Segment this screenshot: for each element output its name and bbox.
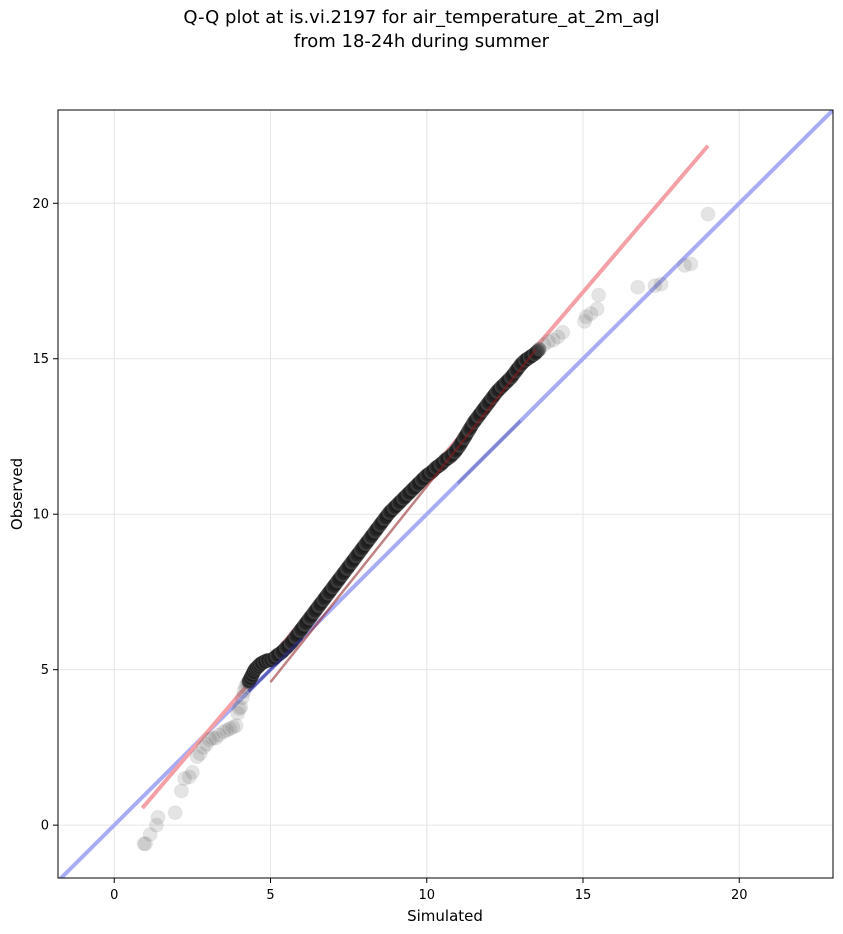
data-point <box>195 739 211 755</box>
y-tick-label: 20 <box>32 197 49 212</box>
data-point <box>653 276 669 292</box>
data-point <box>181 769 197 785</box>
x-tick-label: 10 <box>418 888 435 903</box>
chart-subtitle-line: from 18-24h during summer <box>293 31 550 52</box>
y-axis-label: Observed <box>8 458 26 530</box>
fit-line-overlay <box>269 348 538 683</box>
data-point <box>541 334 557 350</box>
y-tick-label: 5 <box>41 663 49 678</box>
reference-lines <box>58 110 833 878</box>
identity-line <box>58 110 833 878</box>
data-point <box>583 306 599 322</box>
data-point <box>177 771 193 787</box>
data-point <box>184 764 200 780</box>
data-point <box>202 732 218 748</box>
data-point <box>230 705 246 721</box>
data-point <box>198 736 214 752</box>
data-point <box>225 719 241 735</box>
data-point <box>545 332 561 348</box>
data-point <box>142 826 158 842</box>
data-point <box>536 337 552 353</box>
identity-line-overlay <box>456 419 522 485</box>
y-axis-ticks: 0 5 10 15 20 <box>32 197 58 834</box>
x-axis-ticks: 0 5 10 15 20 <box>110 878 748 903</box>
data-point <box>219 722 235 738</box>
data-points <box>136 206 716 852</box>
data-point <box>231 701 247 717</box>
data-point <box>222 721 238 737</box>
plot-frame <box>57 109 834 879</box>
data-point <box>683 256 699 272</box>
x-tick-label: 5 <box>266 888 274 903</box>
data-point <box>150 809 166 825</box>
chart-title: Q-Q plot at is.vi.2197 for air_temperatu… <box>0 6 843 54</box>
overlay-lines <box>247 348 538 693</box>
y-tick-label: 10 <box>32 508 49 523</box>
data-point <box>233 699 249 715</box>
data-point <box>216 724 232 740</box>
data-point <box>136 836 152 852</box>
y-tick-label: 15 <box>32 352 49 367</box>
data-point <box>700 206 716 222</box>
data-point <box>228 718 244 734</box>
data-point <box>589 301 605 317</box>
data-point <box>677 257 693 273</box>
identity-line-overlay <box>247 637 303 693</box>
data-point <box>138 836 153 852</box>
data-point <box>550 329 566 345</box>
data-point <box>205 730 221 746</box>
data-point <box>531 341 547 357</box>
data-point <box>173 783 189 799</box>
data-point <box>630 279 646 295</box>
data-point <box>189 749 205 765</box>
data-point <box>208 730 224 746</box>
chart-title-line: Q-Q plot at is.vi.2197 for air_temperatu… <box>183 7 660 28</box>
y-tick-label: 0 <box>41 819 49 834</box>
data-point <box>234 690 250 706</box>
data-point <box>591 287 607 303</box>
x-tick-label: 15 <box>575 888 592 903</box>
data-point <box>192 746 208 762</box>
data-point <box>211 727 227 743</box>
x-axis-label: Simulated <box>407 907 483 925</box>
grid-lines <box>58 110 833 878</box>
x-tick-label: 0 <box>110 888 118 903</box>
data-point <box>577 313 593 329</box>
data-point <box>555 324 571 340</box>
data-point <box>148 817 164 833</box>
data-point <box>578 309 594 325</box>
data-point <box>167 805 183 821</box>
x-tick-label: 20 <box>731 888 748 903</box>
data-point <box>647 278 663 294</box>
